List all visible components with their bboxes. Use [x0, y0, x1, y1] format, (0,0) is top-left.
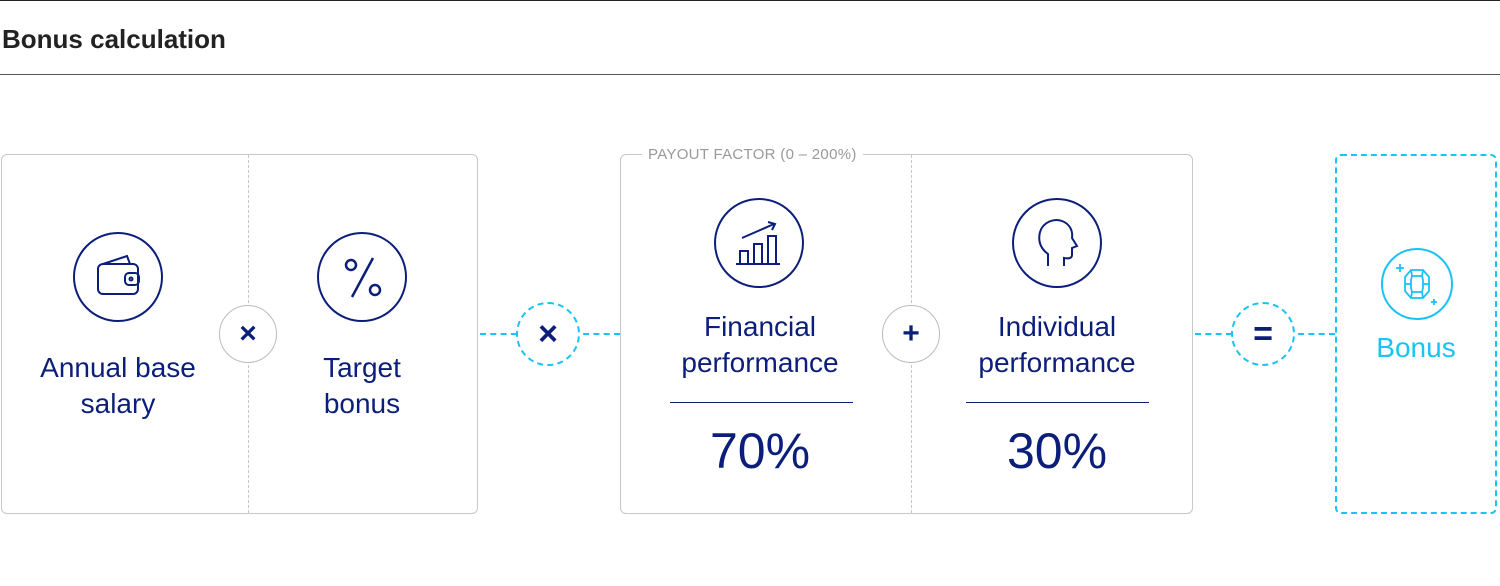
label-line: performance — [978, 347, 1136, 378]
individual-performance-label: Individual performance — [937, 309, 1177, 381]
label-line: Target — [323, 352, 401, 383]
label-line: performance — [681, 347, 839, 378]
multiply-connector: × — [516, 302, 580, 366]
target-bonus-label: Target bonus — [262, 350, 462, 422]
multiply-operator: × — [219, 305, 277, 363]
label-line: Financial — [703, 311, 817, 342]
financial-performance-label: Financial performance — [640, 309, 880, 381]
wallet-icon — [73, 232, 163, 322]
top-rule — [0, 0, 1500, 1]
label-line: Annual base — [40, 352, 196, 383]
payout-factor-label: PAYOUT FACTOR (0 – 200%) — [642, 146, 863, 163]
title-rule — [0, 74, 1500, 75]
annual-base-salary-label: Annual base salary — [0, 350, 236, 422]
financial-weight: 70% — [709, 423, 811, 479]
bonus-label: Bonus — [1376, 332, 1456, 363]
equals-connector: = — [1231, 302, 1295, 366]
bonus-box — [1335, 154, 1497, 514]
gem-icon — [1381, 248, 1453, 320]
label-line: Individual — [997, 311, 1117, 342]
individual-weight: 30% — [1006, 423, 1108, 479]
page-title: Bonus calculation — [2, 24, 226, 54]
underline — [966, 402, 1149, 403]
underline — [670, 402, 853, 403]
label-line: bonus — [323, 388, 401, 419]
plus-operator: + — [882, 305, 940, 363]
bar-chart-growth-icon — [714, 198, 804, 288]
label-line: salary — [80, 388, 156, 419]
percent-icon — [317, 232, 407, 322]
head-profile-icon — [1012, 198, 1102, 288]
